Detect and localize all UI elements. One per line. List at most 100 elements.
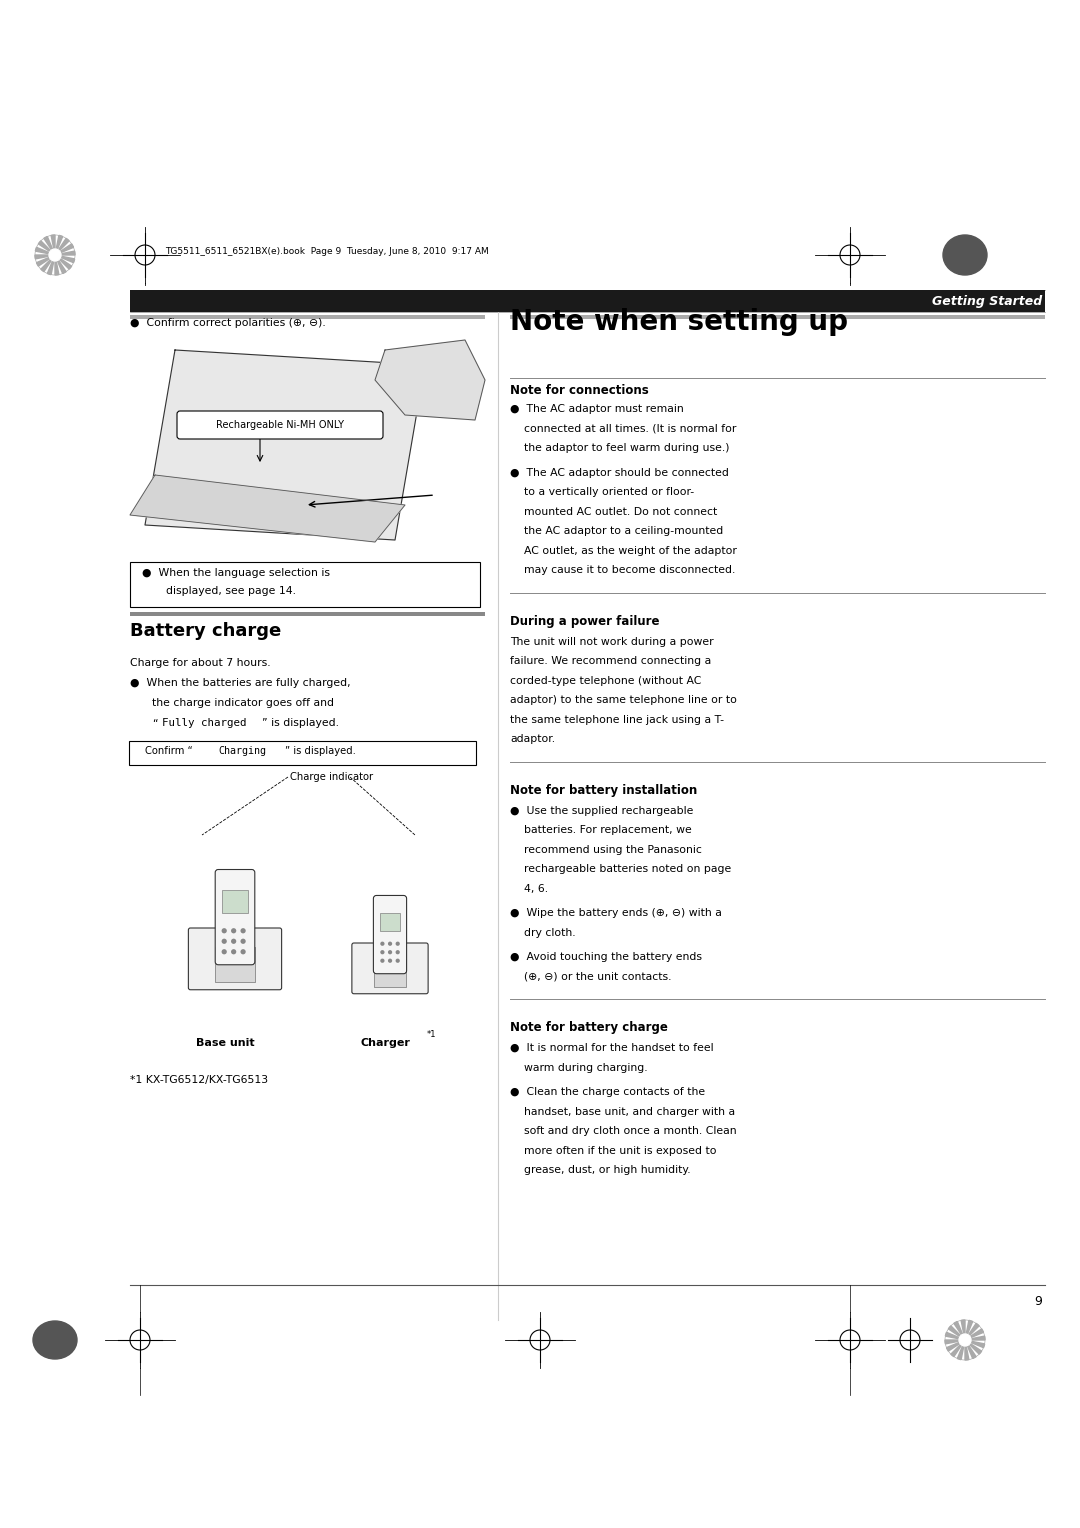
Polygon shape bbox=[55, 255, 59, 275]
Bar bbox=[130, 290, 1045, 312]
Text: *1: *1 bbox=[427, 1030, 436, 1039]
Polygon shape bbox=[946, 1340, 966, 1351]
Polygon shape bbox=[55, 244, 73, 255]
Text: the same telephone line jack using a T-: the same telephone line jack using a T- bbox=[510, 715, 724, 724]
Polygon shape bbox=[966, 1340, 985, 1348]
Text: to a vertically oriented or floor-: to a vertically oriented or floor- bbox=[510, 487, 694, 497]
Text: more often if the unit is exposed to: more often if the unit is exposed to bbox=[510, 1146, 716, 1155]
Circle shape bbox=[231, 938, 237, 944]
Text: 9: 9 bbox=[1035, 1296, 1042, 1308]
Polygon shape bbox=[375, 341, 485, 420]
Circle shape bbox=[241, 949, 246, 955]
Polygon shape bbox=[55, 238, 69, 255]
Text: ●  The AC adaptor must remain: ● The AC adaptor must remain bbox=[510, 403, 684, 414]
Bar bbox=[215, 947, 255, 983]
Text: grease, dust, or high humidity.: grease, dust, or high humidity. bbox=[510, 1164, 690, 1175]
Text: the adaptor to feel warm during use.): the adaptor to feel warm during use.) bbox=[510, 443, 729, 452]
Polygon shape bbox=[945, 1332, 966, 1340]
Text: Note when setting up: Note when setting up bbox=[510, 309, 848, 336]
Bar bbox=[374, 960, 406, 987]
Polygon shape bbox=[55, 255, 66, 274]
Polygon shape bbox=[41, 255, 55, 272]
Ellipse shape bbox=[33, 1322, 77, 1358]
Text: Base unit: Base unit bbox=[195, 1038, 254, 1048]
Text: ●  Wipe the battery ends (⊕, ⊖) with a: ● Wipe the battery ends (⊕, ⊖) with a bbox=[510, 908, 721, 918]
Text: recommend using the Panasonic: recommend using the Panasonic bbox=[510, 845, 702, 854]
Bar bbox=[130, 562, 480, 607]
Text: connected at all times. (It is normal for: connected at all times. (It is normal fo… bbox=[510, 423, 737, 434]
Text: 4, 6.: 4, 6. bbox=[510, 883, 549, 894]
Circle shape bbox=[231, 927, 237, 934]
Text: Battery charge: Battery charge bbox=[130, 622, 281, 640]
Circle shape bbox=[388, 941, 392, 946]
Text: ” is displayed.: ” is displayed. bbox=[285, 746, 356, 756]
Polygon shape bbox=[130, 475, 405, 542]
Ellipse shape bbox=[943, 235, 987, 275]
Text: Note for battery installation: Note for battery installation bbox=[510, 784, 698, 796]
Text: dry cloth.: dry cloth. bbox=[510, 927, 576, 938]
Text: ●  Clean the charge contacts of the: ● Clean the charge contacts of the bbox=[510, 1086, 705, 1097]
Bar bbox=[130, 315, 485, 319]
Text: (⊕, ⊖) or the unit contacts.: (⊕, ⊖) or the unit contacts. bbox=[510, 972, 672, 981]
Text: Note for connections: Note for connections bbox=[510, 384, 649, 397]
Polygon shape bbox=[37, 255, 55, 266]
Circle shape bbox=[395, 941, 400, 946]
Text: ●  Use the supplied rechargeable: ● Use the supplied rechargeable bbox=[510, 805, 693, 816]
Circle shape bbox=[380, 950, 384, 955]
Polygon shape bbox=[55, 235, 63, 255]
FancyBboxPatch shape bbox=[129, 741, 476, 766]
Bar bbox=[510, 315, 1045, 319]
Bar bbox=[222, 891, 247, 912]
FancyBboxPatch shape bbox=[188, 927, 282, 990]
Text: ” is displayed.: ” is displayed. bbox=[262, 718, 339, 727]
Text: displayed, see page 14.: displayed, see page 14. bbox=[166, 587, 296, 596]
Text: During a power failure: During a power failure bbox=[510, 614, 660, 628]
Text: mounted AC outlet. Do not connect: mounted AC outlet. Do not connect bbox=[510, 506, 717, 516]
Polygon shape bbox=[966, 1335, 985, 1340]
Circle shape bbox=[221, 938, 227, 944]
FancyBboxPatch shape bbox=[352, 943, 428, 993]
Text: warm during charging.: warm during charging. bbox=[510, 1062, 648, 1073]
Polygon shape bbox=[966, 1323, 980, 1340]
Text: Charge for about 7 hours.: Charge for about 7 hours. bbox=[130, 659, 271, 668]
Polygon shape bbox=[948, 1326, 966, 1340]
Polygon shape bbox=[44, 237, 55, 255]
Polygon shape bbox=[51, 235, 55, 255]
Polygon shape bbox=[957, 1340, 966, 1360]
Circle shape bbox=[959, 1334, 971, 1346]
FancyBboxPatch shape bbox=[374, 895, 406, 973]
Polygon shape bbox=[35, 255, 55, 258]
Polygon shape bbox=[950, 1340, 966, 1357]
Text: The unit will not work during a power: The unit will not work during a power bbox=[510, 637, 714, 646]
Text: ●  Avoid touching the battery ends: ● Avoid touching the battery ends bbox=[510, 952, 702, 963]
Text: Note for battery charge: Note for battery charge bbox=[510, 1021, 667, 1034]
Circle shape bbox=[380, 958, 384, 963]
Text: ●  It is normal for the handset to feel: ● It is normal for the handset to feel bbox=[510, 1044, 714, 1053]
Circle shape bbox=[395, 950, 400, 955]
Polygon shape bbox=[145, 350, 426, 539]
Text: batteries. For replacement, we: batteries. For replacement, we bbox=[510, 825, 692, 834]
Circle shape bbox=[221, 949, 227, 955]
Polygon shape bbox=[39, 241, 55, 255]
Text: may cause it to become disconnected.: may cause it to become disconnected. bbox=[510, 565, 735, 575]
Polygon shape bbox=[48, 255, 55, 275]
Text: the charge indicator goes off and: the charge indicator goes off and bbox=[152, 698, 334, 707]
Text: “: “ bbox=[152, 718, 158, 727]
Text: ●  When the language selection is: ● When the language selection is bbox=[141, 568, 330, 578]
Circle shape bbox=[221, 927, 227, 934]
Circle shape bbox=[388, 958, 392, 963]
Circle shape bbox=[231, 949, 237, 955]
Text: Charge indicator: Charge indicator bbox=[291, 772, 373, 782]
Text: Fully charged: Fully charged bbox=[162, 718, 246, 727]
Polygon shape bbox=[945, 1340, 966, 1345]
Polygon shape bbox=[966, 1340, 982, 1354]
Text: Rechargeable Ni-MH ONLY: Rechargeable Ni-MH ONLY bbox=[216, 420, 345, 429]
Bar bbox=[380, 912, 400, 931]
Circle shape bbox=[395, 958, 400, 963]
Text: handset, base unit, and charger with a: handset, base unit, and charger with a bbox=[510, 1106, 735, 1117]
Text: AC outlet, as the weight of the adaptor: AC outlet, as the weight of the adaptor bbox=[510, 545, 737, 556]
Text: adaptor) to the same telephone line or to: adaptor) to the same telephone line or t… bbox=[510, 695, 737, 704]
Polygon shape bbox=[966, 1340, 969, 1360]
Polygon shape bbox=[954, 1322, 966, 1340]
Text: ●  Confirm correct polarities (⊕, ⊖).: ● Confirm correct polarities (⊕, ⊖). bbox=[130, 318, 326, 329]
